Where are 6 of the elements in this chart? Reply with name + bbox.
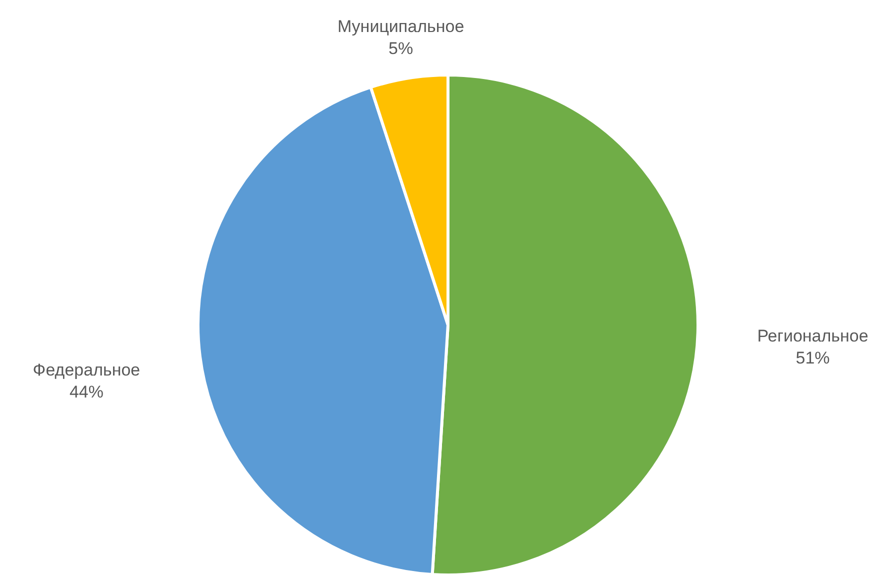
data-label: 5%: [388, 38, 414, 58]
slice-label: Федеральное: [32, 360, 140, 380]
data-label: 51%: [796, 348, 830, 368]
slice-label: Муниципальное: [337, 16, 464, 36]
slice-label: Региональное: [757, 326, 868, 346]
data-label: 44%: [69, 382, 104, 402]
